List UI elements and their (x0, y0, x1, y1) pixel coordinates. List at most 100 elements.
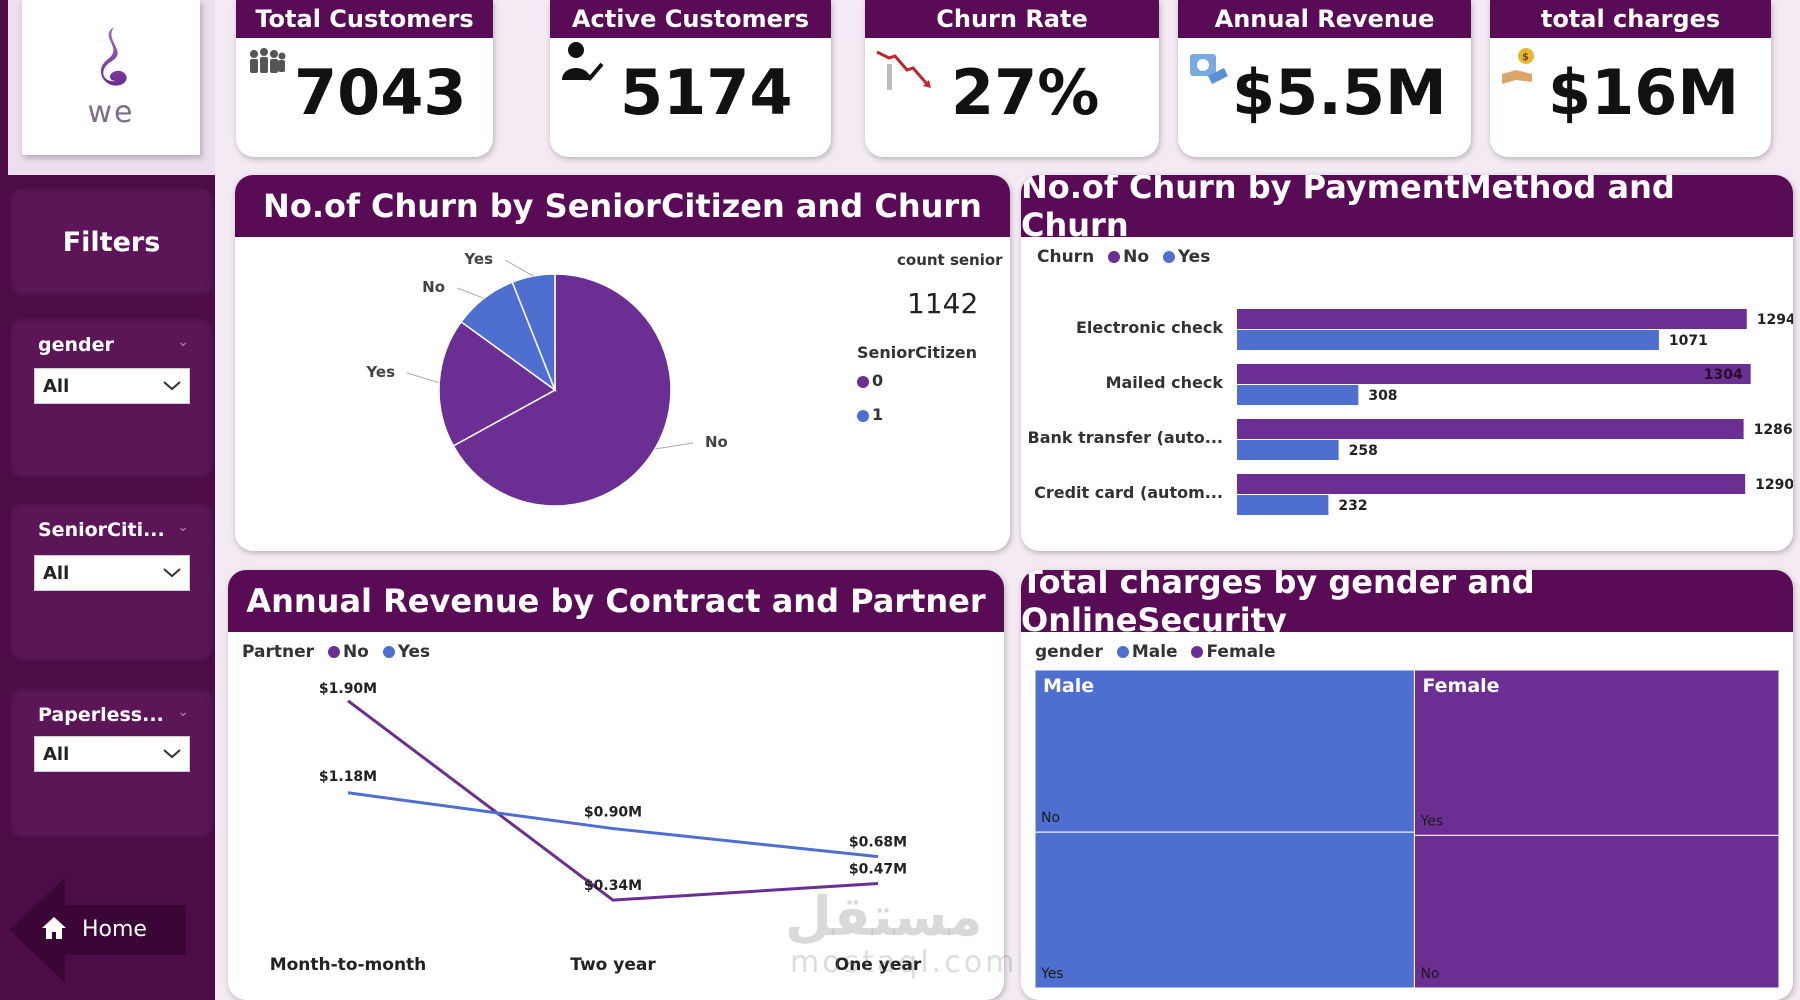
line-data-label: $0.90M (584, 805, 642, 821)
select-value: All (43, 562, 70, 584)
bar-chart[interactable]: Electronic check 1294 1071 Mailed check 1304… (1021, 271, 1793, 551)
filters-header: Filters (10, 188, 213, 296)
sidebar-edge (0, 0, 8, 175)
chevron-down-icon (163, 381, 181, 391)
trend-down-icon (876, 50, 931, 90)
home-label: Home (82, 917, 147, 942)
panel-title: Total charges by gender and OnlineSecuri… (1021, 570, 1793, 639)
pie-label: Yes (365, 363, 395, 381)
pie-label: No (705, 433, 728, 451)
home-icon (42, 917, 66, 939)
treemap-panel: Total charges by gender and OnlineSecuri… (1021, 570, 1793, 1000)
watermark-latin: mostaql.com (790, 945, 1018, 980)
legend-text[interactable]: No (1123, 247, 1150, 267)
slicer-collapse-icon[interactable]: ⌄ (177, 704, 189, 720)
bar-no[interactable] (1237, 309, 1747, 329)
legend-title: Partner (242, 642, 315, 662)
pie-panel: No.of Churn by SeniorCitizen and Churn N… (235, 175, 1010, 551)
bar-category-label: Electronic check (1076, 318, 1223, 337)
legend-dot (327, 646, 340, 658)
x-axis-label: One year (835, 955, 922, 975)
bar-yes[interactable] (1237, 440, 1339, 460)
bar-data-label: 1071 (1669, 333, 1708, 349)
kpi-value: 7043 (294, 56, 467, 129)
legend-item-0[interactable]: 0 (857, 371, 883, 390)
legend-text[interactable]: Male (1131, 642, 1178, 662)
bar-category-label: Credit card (autom... (1034, 483, 1223, 502)
legend-text[interactable]: Yes (397, 642, 431, 662)
we-logo-icon (100, 27, 127, 86)
revenue-icon (1190, 54, 1228, 84)
pie-label: No (422, 278, 445, 296)
people-group-icon (250, 48, 286, 73)
slicer-label: SeniorCiti... (38, 519, 165, 541)
home-button[interactable]: Home (10, 875, 188, 985)
treemap-cell[interactable] (1034, 669, 1415, 833)
count-label: count senior (897, 251, 1003, 269)
legend-text[interactable]: Female (1206, 642, 1276, 662)
slicer-senior-citizen[interactable]: SeniorCiti... ⌄ All (10, 503, 213, 661)
home-arrow-shape (10, 877, 186, 983)
slicer-collapse-icon[interactable]: ⌄ (177, 519, 189, 535)
bar-data-label: 232 (1338, 498, 1367, 514)
treemap-chart[interactable]: No Yes Male Yes No Female (1021, 668, 1793, 998)
pie-slice[interactable] (511, 273, 556, 391)
kpi-total-customers: Total Customers 7043 (236, 0, 493, 157)
treemap-cell[interactable] (1413, 834, 1780, 989)
count-value: 1142 (907, 287, 979, 320)
bar-yes[interactable] (1237, 385, 1359, 405)
line-chart[interactable]: $1.90M $0.34M $0.47M $1.18M $0.90M $0.68M Mont… (228, 668, 1004, 998)
bar-legend: Churn No Yes (1037, 247, 1210, 267)
kpi-annual-revenue: Annual Revenue $5.5M (1178, 0, 1471, 157)
kpi-label: total charges (1490, 0, 1771, 38)
treemap-cell-label: Yes (1040, 966, 1064, 982)
kpi-label: Active Customers (550, 0, 831, 38)
bar-no[interactable] (1237, 419, 1744, 439)
pie-chart[interactable]: No Yes No Yes (235, 237, 1010, 551)
kpi-total-charges: total charges $ $16M (1490, 0, 1771, 157)
bar-data-label: 1286 (1754, 422, 1793, 438)
pie-slice[interactable] (438, 320, 557, 447)
bar-no[interactable] (1237, 474, 1746, 494)
bar-data-label: 1304 (1704, 367, 1743, 383)
line-data-label: $1.90M (319, 681, 377, 697)
kpi-value: 5174 (620, 56, 793, 129)
bar-yes[interactable] (1237, 495, 1329, 515)
slicer-collapse-icon[interactable]: ⌄ (177, 334, 189, 350)
treemap-cell[interactable] (1034, 831, 1415, 989)
select-value: All (43, 375, 70, 397)
line-data-label: $0.68M (849, 835, 907, 851)
svg-text:$: $ (1522, 52, 1529, 63)
bar-category-label: Mailed check (1106, 373, 1224, 392)
legend-dot (857, 375, 869, 388)
legend-text[interactable]: No (342, 642, 369, 662)
treemap-cell-label: Yes (1419, 813, 1443, 829)
legend-text[interactable]: Yes (1177, 247, 1211, 267)
slicer-gender[interactable]: gender ⌄ All (10, 318, 213, 478)
treemap-cell[interactable] (1413, 669, 1780, 836)
senior-citizen-select[interactable]: All (34, 555, 190, 591)
line-series-yes[interactable] (347, 791, 879, 859)
paperless-select[interactable]: All (34, 736, 190, 772)
bar-no[interactable] (1237, 364, 1751, 384)
kpi-active-customers: Active Customers 5174 (550, 0, 831, 157)
chevron-down-icon (163, 568, 181, 578)
user-check-icon (562, 42, 604, 81)
panel-title: Annual Revenue by Contract and Partner (228, 570, 1004, 632)
gender-select[interactable]: All (34, 368, 190, 404)
treemap-cell-label: No (1420, 966, 1439, 982)
bar-data-label: 1294 (1757, 312, 1793, 328)
brand-logo: we (22, 0, 200, 155)
slicer-paperless[interactable]: Paperless... ⌄ All (10, 688, 213, 838)
panel-title: No.of Churn by SeniorCitizen and Churn (235, 175, 1010, 237)
pie-slice[interactable] (452, 273, 672, 507)
chevron-down-icon (163, 749, 181, 759)
legend-dot (1162, 251, 1175, 263)
treemap-legend: gender Male Female (1035, 642, 1275, 662)
line-series-no[interactable] (347, 699, 879, 902)
logo-text: we (87, 95, 135, 130)
kpi-churn-rate: Churn Rate 27% (865, 0, 1159, 157)
kpi-label: Annual Revenue (1178, 0, 1471, 38)
legend-item-1[interactable]: 1 (857, 405, 883, 424)
bar-yes[interactable] (1237, 330, 1659, 350)
